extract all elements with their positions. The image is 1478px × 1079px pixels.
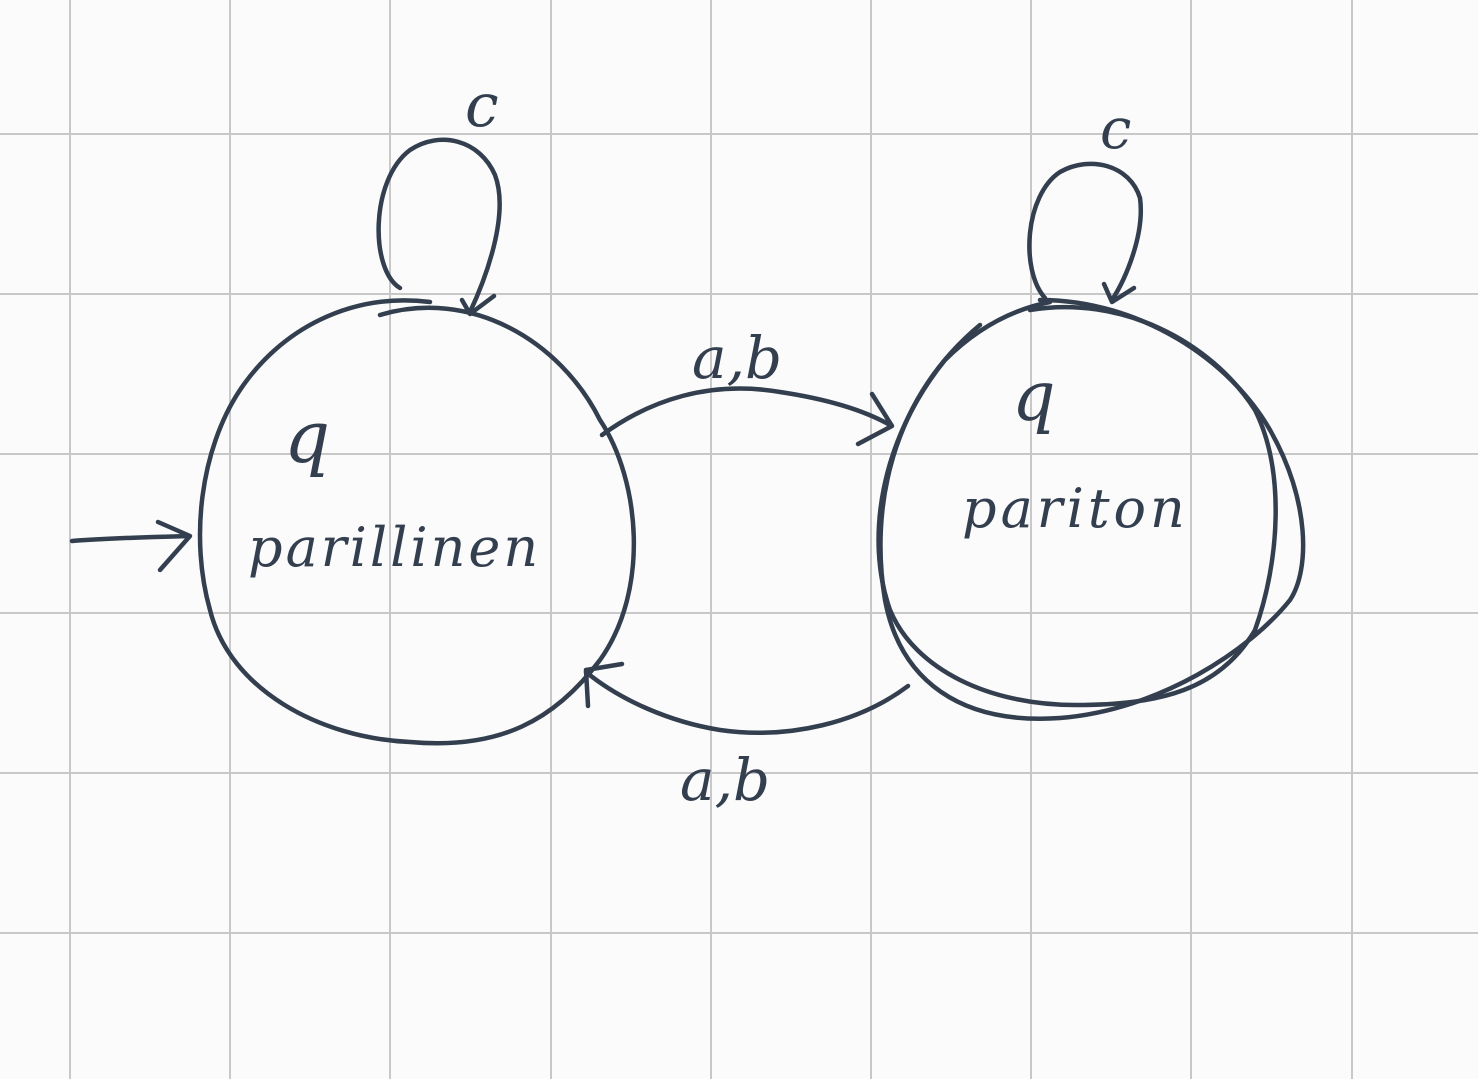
transition-parillinen-to-pariton: a,b: [599, 324, 895, 447]
state-pariton-inner-circle: [876, 299, 1278, 708]
state-parillinen: q parillinen: [197, 298, 637, 746]
self-loop-pariton: c: [1027, 97, 1144, 305]
self-loop-parillinen: c: [376, 71, 502, 317]
state-pariton-label: pariton: [962, 477, 1189, 540]
self-loop-parillinen-label: c: [465, 71, 499, 141]
state-pariton-symbol: q: [1012, 358, 1056, 437]
transition-pariton-to-parillinen: a,b: [583, 661, 911, 814]
initial-arrow: [69, 519, 193, 573]
state-parillinen-symbol: q: [284, 395, 330, 479]
transition-bottom-label: a,b: [680, 746, 770, 814]
state-pariton: q pariton: [876, 297, 1306, 721]
state-parillinen-circle: [197, 298, 637, 746]
transition-top-label: a,b: [692, 324, 782, 392]
self-loop-pariton-label: c: [1100, 97, 1131, 162]
state-parillinen-label: parillinen: [248, 516, 541, 579]
